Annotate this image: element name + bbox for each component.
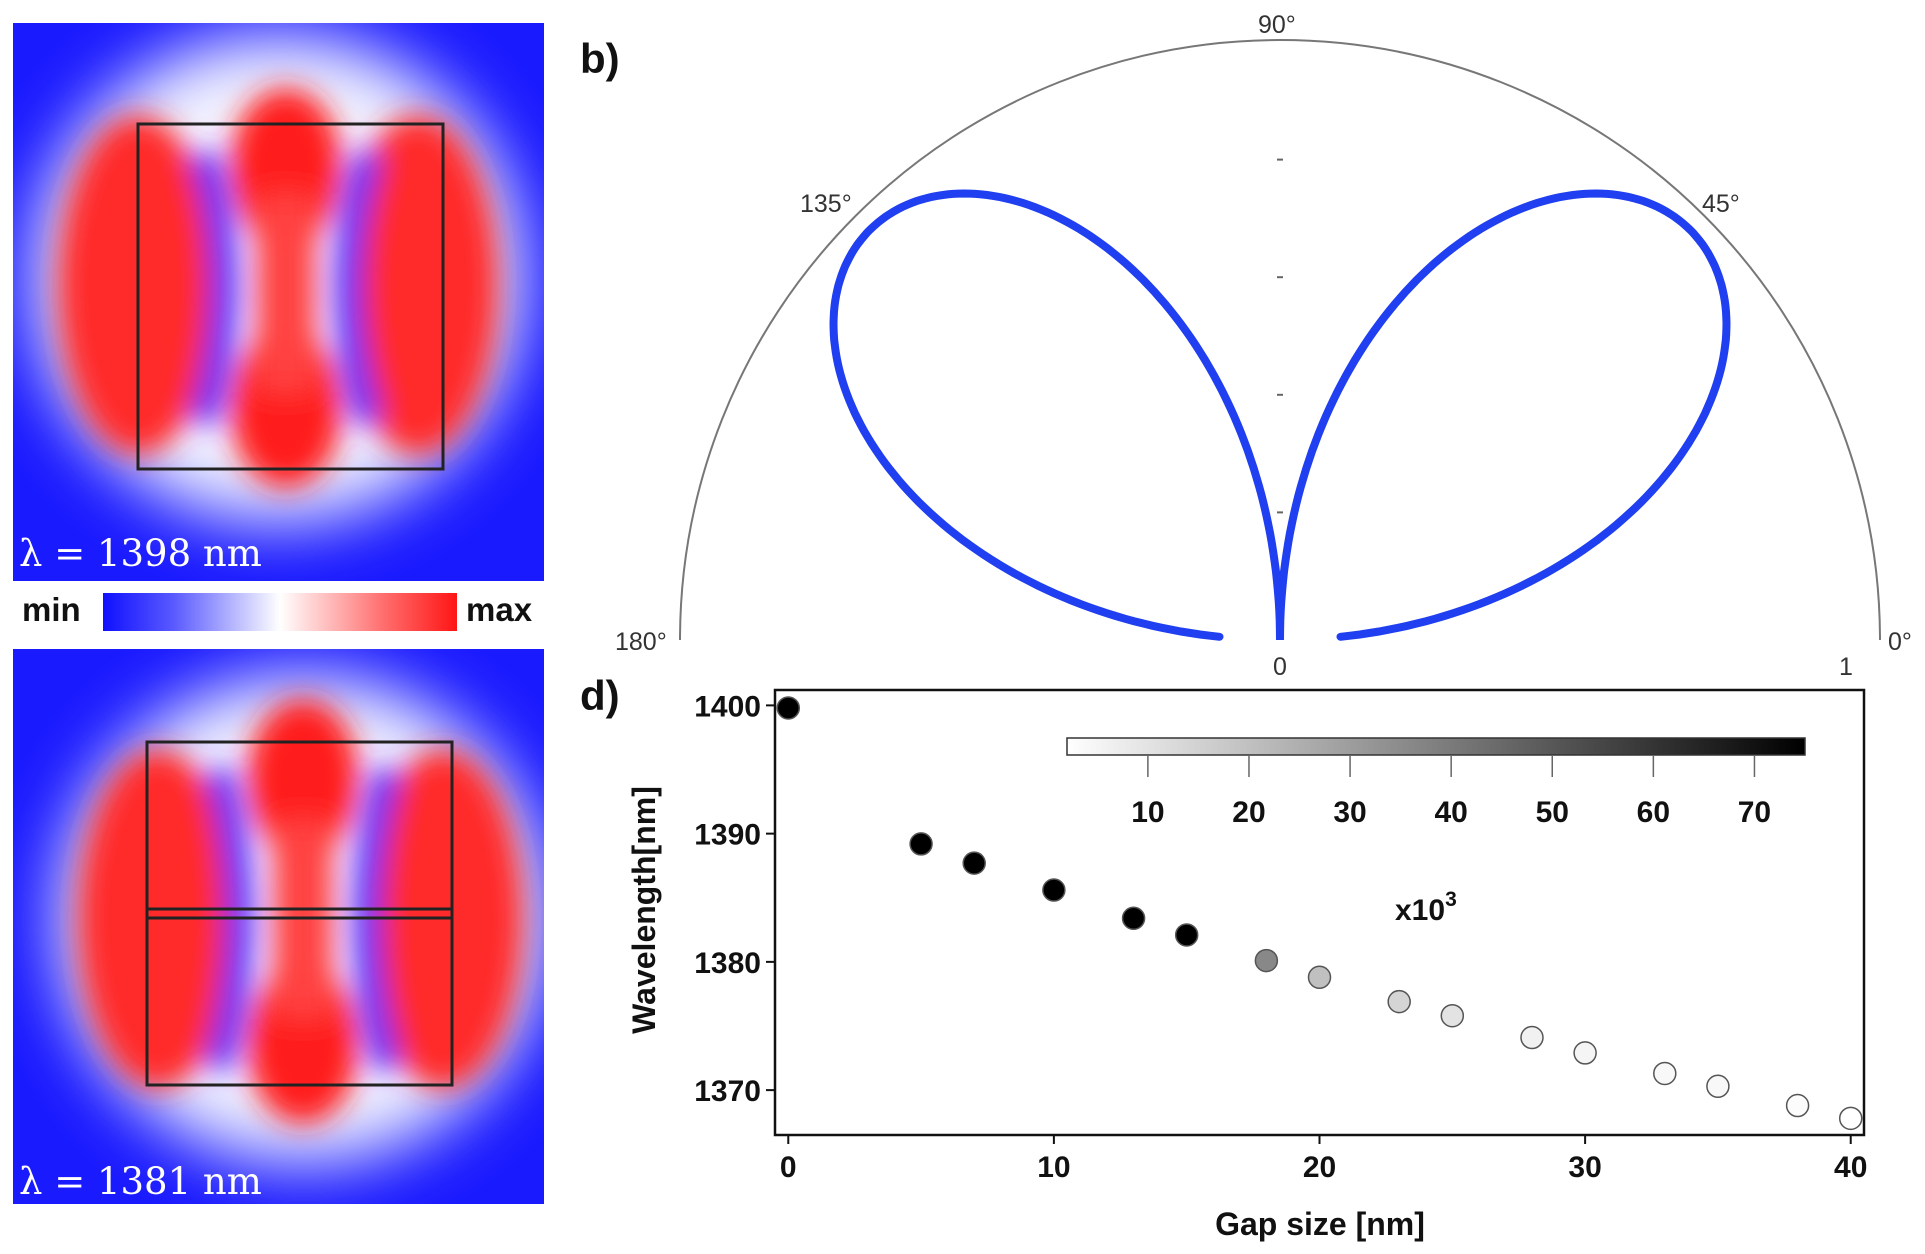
inset-colorbar (1066, 737, 1806, 756)
polar-angle-label-135: 135° (800, 190, 852, 218)
data-point (1653, 1061, 1677, 1086)
data-point (1838, 1106, 1863, 1131)
polar-outer-arc (679, 39, 1881, 641)
x-tick-label: 0 (780, 1151, 797, 1184)
polar-radial-label-1: 1 (1839, 653, 1853, 681)
data-point (1307, 965, 1332, 990)
panel-label-b: b) (580, 35, 620, 82)
y-tick-label: 1390 (694, 819, 761, 852)
data-point (1520, 1025, 1544, 1050)
y-tick-label: 1380 (694, 947, 761, 980)
wavelength-label-c: λ = 1381 nm (19, 1160, 262, 1203)
polar-angle-label-90: 90° (1258, 11, 1296, 39)
polar-angle-label-45: 45° (1702, 190, 1740, 218)
colorbar-tick-label: 60 (1637, 796, 1670, 829)
x-tick-label: 20 (1303, 1151, 1336, 1184)
data-point (1254, 948, 1279, 973)
polar-series-curve (829, 189, 1731, 641)
colorbar-max-label: max (466, 591, 533, 628)
plot-frame (773, 688, 1866, 1137)
x-tick-label: 30 (1568, 1151, 1601, 1184)
polar-radial-label-0: 0 (1273, 653, 1287, 681)
data-point (909, 832, 933, 856)
x-tick-label: 40 (1834, 1151, 1867, 1184)
panel-label-d: d) (580, 672, 620, 719)
polar-angle-label-0: 0° (1888, 628, 1912, 656)
wavelength-label-a: λ = 1398 nm (19, 532, 262, 575)
data-point (962, 851, 986, 875)
colorbar-tick-label: 40 (1434, 796, 1467, 829)
y-axis-label: Wavelength[nm] (626, 786, 662, 1034)
y-tick-label: 1400 (694, 690, 761, 723)
data-point (1573, 1041, 1597, 1065)
data-point (1706, 1074, 1730, 1099)
y-tick-label: 1370 (694, 1075, 761, 1108)
x-tick-label: 10 (1037, 1151, 1070, 1184)
field-colorbar (103, 593, 457, 631)
data-point (1785, 1093, 1810, 1118)
data-point (1174, 923, 1199, 947)
x-axis-label: Gap size [nm] (1215, 1206, 1425, 1242)
data-point (776, 696, 801, 720)
colorbar-tick-label: 30 (1333, 796, 1366, 829)
colorbar-tick-label: 50 (1536, 796, 1569, 829)
colorbar-tick-label: 70 (1738, 796, 1771, 829)
data-point (1042, 878, 1066, 902)
data-point (1121, 906, 1146, 931)
data-point (1387, 989, 1411, 1014)
colorbar-tick-label: 10 (1131, 796, 1164, 829)
data-point (1440, 1003, 1465, 1028)
polar-angle-label-180: 180° (615, 628, 667, 656)
colorbar-multiplier: x103 (1395, 888, 1457, 927)
colorbar-tick-label: 20 (1232, 796, 1265, 829)
colorbar-min-label: min (22, 591, 81, 628)
